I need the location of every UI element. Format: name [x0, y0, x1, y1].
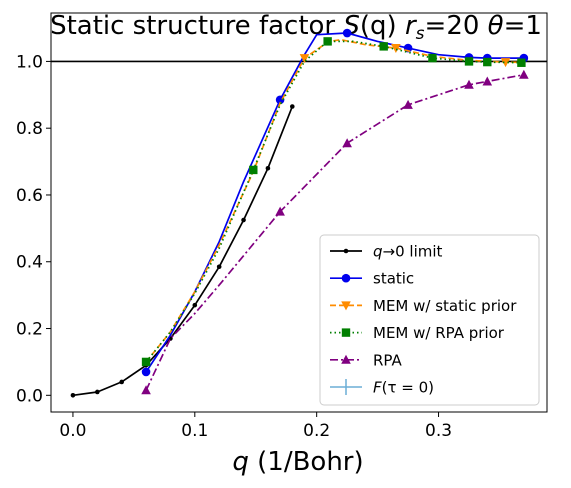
- data-point: [192, 302, 198, 308]
- data-point: [141, 367, 151, 377]
- data-point: [249, 165, 258, 175]
- legend-label: RPA: [373, 351, 403, 369]
- data-point: [391, 44, 401, 54]
- data-point: [428, 53, 437, 63]
- data-point: [265, 165, 271, 171]
- data-point: [216, 264, 222, 270]
- legend-label: MEM w/ RPA prior: [373, 324, 505, 342]
- x-tick-label: 0.1: [181, 421, 208, 441]
- data-point: [342, 28, 352, 38]
- legend-marker: [341, 354, 351, 364]
- series-line: [145, 40, 522, 363]
- series-3: [141, 37, 526, 367]
- legend-marker: [341, 273, 351, 283]
- data-point: [95, 389, 100, 395]
- y-tick-label: 0.2: [16, 320, 43, 340]
- legend-item-1: static: [330, 270, 414, 288]
- data-point: [119, 379, 124, 385]
- data-point: [275, 206, 285, 216]
- series-0: [70, 104, 295, 398]
- data-point: [70, 393, 76, 398]
- data-point: [323, 37, 332, 46]
- x-tick-label: 0.3: [425, 421, 452, 441]
- legend-marker: [343, 248, 349, 254]
- legend-label: q→0 limit: [373, 243, 443, 261]
- legend-item-0: q→0 limit: [330, 243, 443, 261]
- data-point: [464, 57, 474, 66]
- data-point: [483, 57, 492, 67]
- data-point: [299, 54, 310, 64]
- x-tick-label: 0.2: [303, 421, 330, 441]
- data-point: [519, 69, 529, 79]
- data-point: [517, 58, 526, 67]
- legend-item-3: MEM w/ RPA prior: [330, 324, 505, 342]
- legend-label: MEM w/ static prior: [373, 297, 517, 315]
- legend-item-2: MEM w/ static prior: [330, 297, 517, 315]
- y-tick-label: 0.6: [16, 186, 43, 206]
- series-line: [72, 106, 294, 397]
- y-tick-label: 1.0: [16, 52, 43, 72]
- data-point: [241, 217, 246, 223]
- legend-marker: [341, 328, 351, 337]
- data-point: [464, 79, 474, 89]
- series-4: [141, 69, 529, 395]
- y-tick-label: 0.8: [16, 119, 43, 139]
- plot-area: [51, 28, 547, 398]
- y-tick-label: 0.4: [16, 253, 43, 273]
- data-point: [403, 99, 413, 109]
- data-point: [500, 58, 511, 68]
- x-tick-label: 0.0: [59, 421, 86, 441]
- legend-label: static: [373, 270, 414, 288]
- legend-box: [319, 234, 540, 406]
- data-point: [289, 104, 295, 109]
- data-point: [141, 385, 151, 395]
- data-point: [342, 138, 352, 148]
- chart-title: Static structure factor S(q) rs=20 θ=1: [50, 11, 542, 44]
- y-tick-label: 0.0: [16, 386, 43, 406]
- data-point: [379, 42, 388, 51]
- legend-item-4: RPA: [330, 351, 403, 369]
- data-point: [141, 357, 151, 367]
- legend: q→0 limit static MEM w/ static prior MEM w/…: [319, 234, 540, 406]
- x-axis-label: q (1/Bohr): [232, 447, 363, 477]
- legend-item-5: F(τ = 0): [330, 379, 434, 397]
- legend-label: F(τ = 0): [373, 379, 434, 397]
- series-line: [145, 73, 524, 391]
- axis-ticks: 0.0 0.1 0.2 0.3 0.0 0.2 0.4 0.6 0.8 1.0: [16, 52, 452, 441]
- legend-marker: [341, 301, 351, 311]
- data-point: [482, 76, 493, 86]
- axes-frame: [50, 12, 548, 413]
